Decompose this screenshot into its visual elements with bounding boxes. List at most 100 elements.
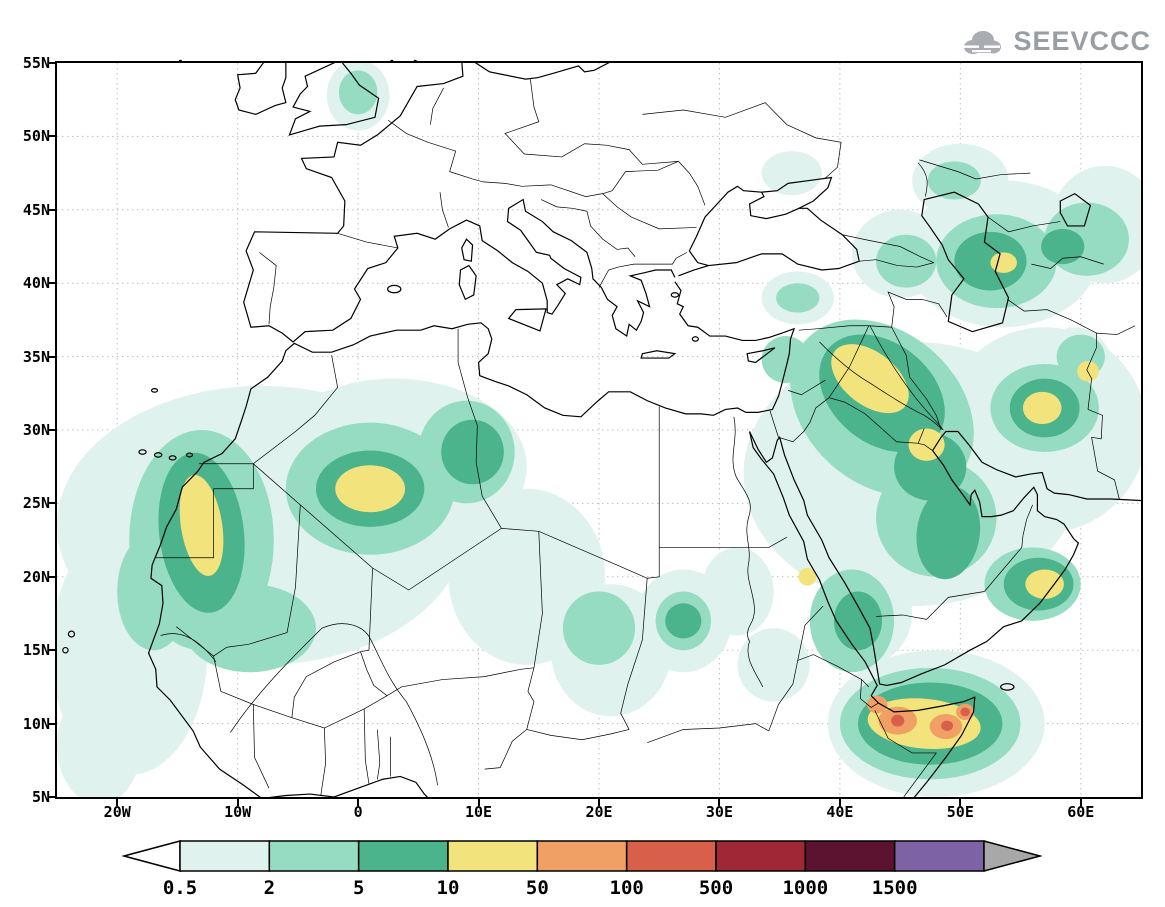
y-axis-label: 5N (31, 788, 50, 806)
ireland (235, 63, 286, 114)
corsica (462, 239, 473, 261)
x-axis-tick (598, 799, 600, 806)
colorbar-label: 0.5 (163, 877, 197, 899)
y-axis-tick (48, 796, 55, 798)
y-axis-label: 20N (22, 567, 50, 586)
x-axis-tick (1079, 799, 1082, 806)
coastline-path (149, 282, 795, 797)
y-axis-label: 10N (22, 714, 50, 733)
coastline-path (678, 186, 859, 276)
y-axis-label: 25N (22, 494, 50, 513)
madeira (152, 389, 158, 393)
y-axis-tick (48, 62, 55, 64)
colorbar-left-arrow (122, 840, 181, 872)
canary-island (155, 453, 162, 457)
colorbar: 0.5 2 5 10 50 100 500 1000 1500 (122, 840, 1042, 899)
logo-text: SEEVCCC (1013, 26, 1151, 56)
y-axis-label: 55N (22, 54, 50, 72)
colorbar-segment (357, 840, 449, 872)
y-axis-label: 30N (22, 421, 50, 439)
y-axis-tick (48, 649, 55, 652)
lesbos (671, 293, 678, 297)
cape-verde-island (63, 648, 68, 653)
canary-island (139, 450, 146, 454)
aral-sea (1060, 194, 1090, 226)
canary-island (169, 456, 176, 460)
country-borders (155, 79, 1135, 797)
coastline-path (750, 431, 1141, 685)
sicily (509, 309, 546, 331)
colorbar-label: 1500 (872, 877, 918, 899)
x-axis-label: 0 (353, 803, 363, 821)
euphrates-river (819, 342, 943, 430)
map-frame (55, 61, 1143, 799)
nile-river (733, 417, 763, 687)
canary-island (186, 453, 192, 457)
y-axis-label: 50N (22, 127, 50, 146)
x-axis-tick (116, 799, 119, 806)
y-axis-label: 35N (22, 347, 50, 366)
coastline-path (762, 178, 832, 209)
x-axis-tick (718, 799, 721, 806)
socotra (1001, 684, 1014, 690)
seevccc-logo: SEEVCCC (959, 26, 1151, 57)
colorbar-label: 2 (264, 877, 275, 899)
colorbar-label: 50 (526, 877, 549, 899)
colorbar-label: 1000 (782, 877, 828, 899)
cyprus (747, 348, 775, 363)
y-axis-label: 15N (22, 641, 50, 660)
cape-verde-island (68, 631, 74, 637)
x-axis-label: 60E (1067, 803, 1095, 821)
x-axis-tick (477, 799, 480, 806)
y-axis-tick (48, 502, 55, 505)
colorbar-segment (715, 840, 807, 872)
caspian-sea (922, 192, 1009, 331)
colorbar-segment (893, 840, 985, 872)
colorbar-label: 10 (437, 877, 460, 899)
colorbar-label: 500 (699, 877, 733, 899)
x-axis-tick (959, 799, 962, 806)
colorbar-right-arrow (983, 840, 1042, 872)
y-axis-label: 40N (22, 274, 50, 293)
tigris-river (870, 326, 942, 429)
y-axis-label: 45N (22, 200, 50, 219)
basemap-lines (63, 63, 1141, 797)
x-axis-tick (838, 799, 841, 806)
rivers (161, 163, 944, 785)
x-axis-tick (357, 799, 360, 806)
x-axis-label: 10E (465, 803, 493, 821)
colorbar-segment (625, 840, 717, 872)
mallorca (388, 285, 401, 292)
coastline-path (750, 431, 975, 797)
y-axis-tick (48, 135, 55, 138)
coastline-path (244, 63, 675, 342)
x-axis-label: 50E (946, 803, 974, 821)
senegal-river (161, 634, 216, 662)
x-axis-tick (236, 799, 239, 806)
cloud-icon (964, 30, 1002, 54)
great-britain (289, 63, 378, 135)
x-axis-label: 20W (103, 803, 131, 821)
x-axis-label: 10W (224, 803, 252, 821)
colorbar-label: 100 (610, 877, 644, 899)
y-axis-tick (48, 429, 55, 431)
y-axis-tick (48, 208, 55, 211)
map-canvas (57, 63, 1141, 797)
sardinia (459, 266, 476, 300)
rhodes (692, 337, 698, 341)
y-axis-tick (48, 722, 55, 725)
colorbar-segment (179, 840, 271, 872)
crete (641, 351, 675, 358)
niger-river (230, 624, 437, 786)
coastline-path (471, 63, 632, 79)
coastlines (63, 63, 1141, 797)
y-axis-tick (48, 355, 55, 358)
y-axis-tick (48, 575, 55, 578)
volga-river (918, 163, 927, 197)
colorbar-segment (804, 840, 896, 872)
x-axis-label: 30E (705, 803, 733, 821)
y-axis-tick (48, 282, 55, 285)
x-axis-label: 40E (826, 803, 854, 821)
colorbar-segment (268, 840, 360, 872)
